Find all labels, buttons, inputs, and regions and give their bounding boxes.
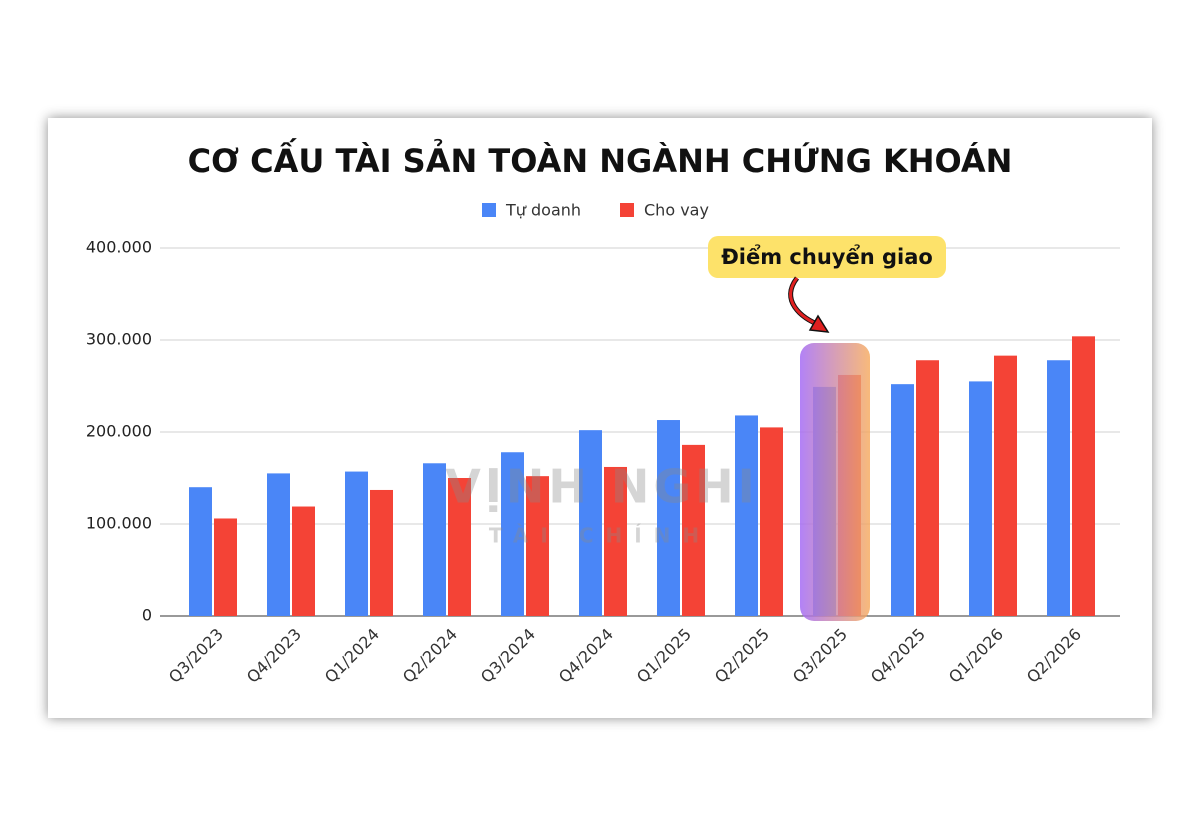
watermark: VỊNH NGHI [445,460,759,514]
bar [1047,360,1070,616]
arrow-head [808,314,830,333]
annotation: Điểm chuyển giao [721,244,933,269]
bar [267,473,290,616]
card [48,118,1152,718]
legend-swatch [620,203,634,217]
legend-label: Cho vay [644,201,709,220]
bar [1072,336,1095,616]
bar [345,471,368,616]
bar [526,476,549,616]
bar [604,466,627,616]
bar [189,487,212,616]
chart-title: CƠ CẤU TÀI SẢN TOÀN NGÀNH CHỨNG KHOÁN [188,138,1013,180]
y-tick-label: 0 [142,606,152,625]
bar [501,452,524,616]
watermark: TÀI CHÍNH [489,524,711,548]
bar [969,381,992,616]
bar [916,360,939,616]
highlight-box [800,343,870,621]
bar [292,506,315,616]
bar [448,478,471,616]
y-tick-label: 200.000 [86,422,152,441]
y-tick-label: 100.000 [86,514,152,533]
bar [214,518,237,616]
legend-swatch [482,203,496,217]
bar [760,427,783,616]
legend-label: Tự doanh [505,201,581,220]
y-tick-label: 300.000 [86,330,152,349]
bar [370,489,393,616]
bar [994,355,1017,616]
bar [579,430,602,616]
bar [682,444,705,616]
annotation-box [708,236,946,278]
bar [891,384,914,616]
bar [735,415,758,616]
y-tick-label: 400.000 [86,238,152,257]
bar [657,420,680,616]
bar [423,463,446,616]
